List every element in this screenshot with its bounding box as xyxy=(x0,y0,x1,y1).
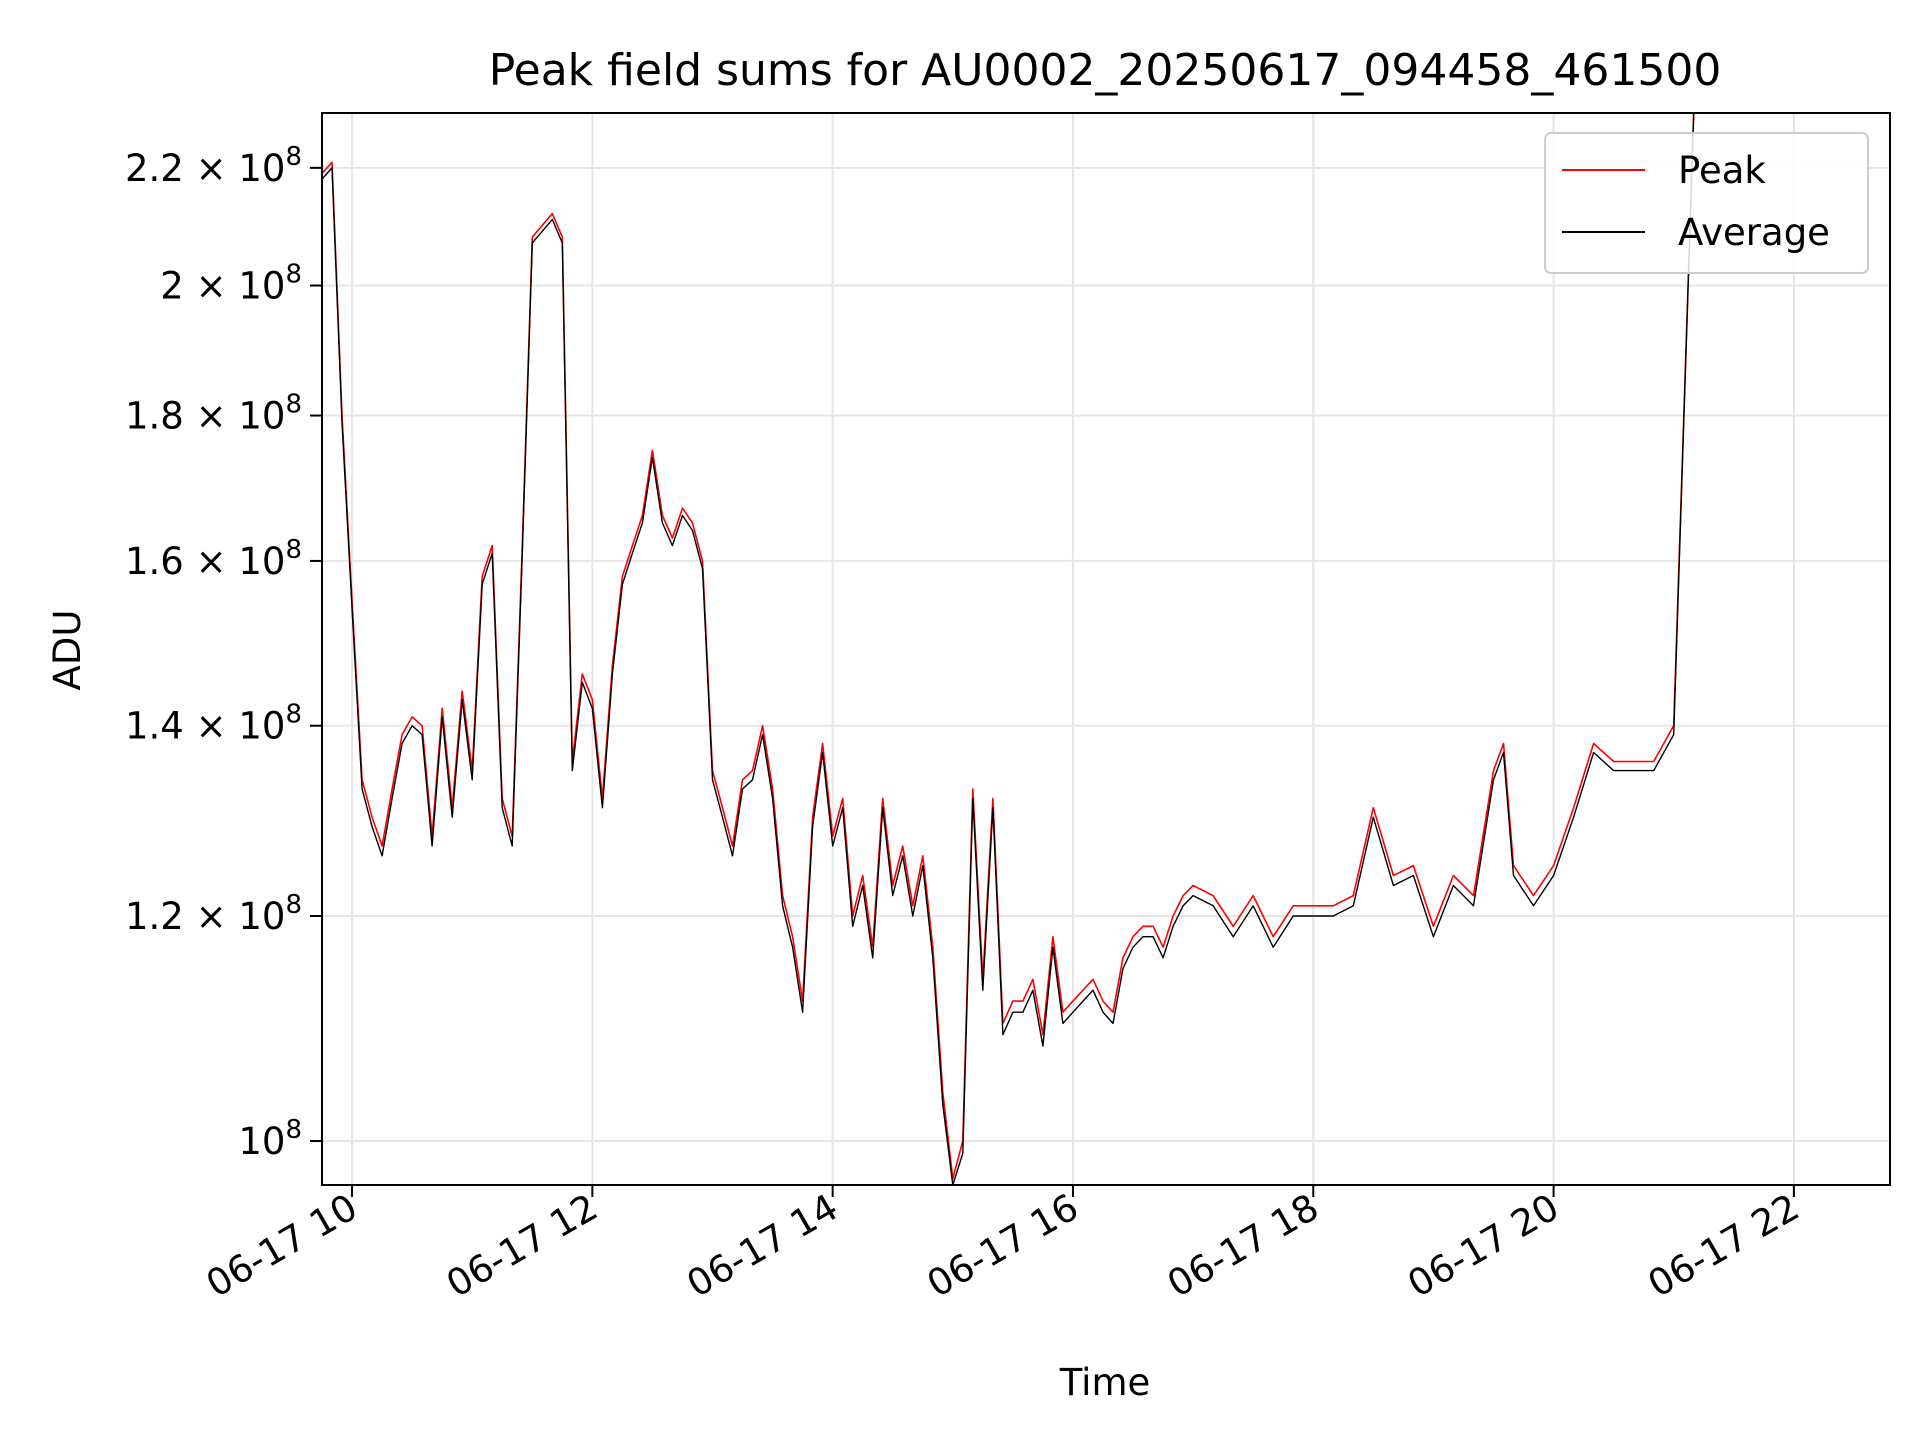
chart-title: Peak field sums for AU0002_20250617_0944… xyxy=(489,45,1722,96)
y-tick-label: 1.6 × 108 xyxy=(125,535,302,583)
y-axis: 108 1.2 × 108 1.4 × 108 1.6 × 108 1.8 × 108 2… xyxy=(125,142,322,1163)
y-tick-label: 108 xyxy=(238,1115,302,1163)
grid-lines xyxy=(322,113,1890,1185)
series-line-average xyxy=(321,112,1695,1186)
x-axis-label: Time xyxy=(1059,1361,1151,1404)
series-line-peak xyxy=(321,112,1695,1180)
y-axis-label: ADU xyxy=(46,610,89,691)
legend-label-peak: Peak xyxy=(1678,149,1766,192)
legend-box xyxy=(1544,132,1869,274)
y-tick-label: 1.8 × 108 xyxy=(125,390,302,438)
plot-frame xyxy=(321,112,1891,1186)
y-tick-label: 1.4 × 108 xyxy=(125,700,302,748)
legend: Peak Average xyxy=(1544,132,1869,274)
y-tick-label: 1.2 × 108 xyxy=(125,890,302,938)
y-tick-label: 2 × 108 xyxy=(160,260,302,308)
y-tick-label: 2.2 × 108 xyxy=(125,142,302,190)
series-layer xyxy=(321,112,1695,1186)
legend-label-average: Average xyxy=(1678,211,1830,254)
